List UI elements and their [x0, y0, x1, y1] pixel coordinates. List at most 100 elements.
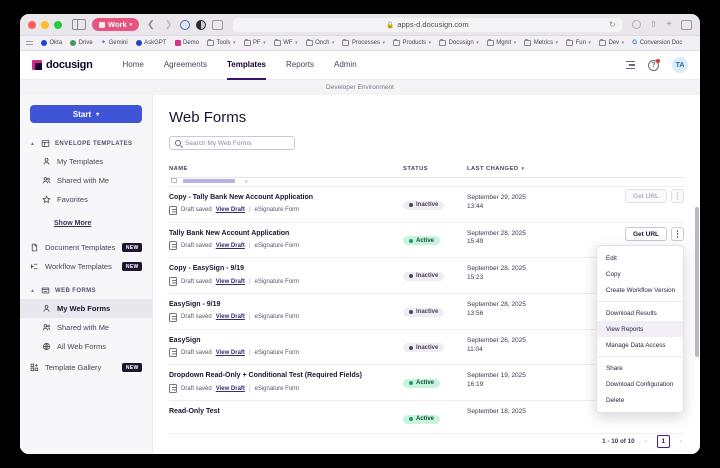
status-label: Active: [416, 380, 435, 387]
search-input[interactable]: [185, 139, 289, 147]
back-button[interactable]: ❮: [147, 19, 155, 29]
bookmark-folder[interactable]: Docusign ▾: [439, 39, 479, 46]
table-row[interactable]: Dropdown Read-Only + Conditional Test (R…: [169, 365, 684, 401]
sidebar-toggle-icon[interactable]: [72, 19, 86, 30]
bookmark-item[interactable]: Drive: [70, 40, 93, 46]
sidebar-item-template-gallery[interactable]: Template Gallery NEW: [20, 358, 152, 377]
view-draft-link[interactable]: View Draft: [215, 278, 245, 285]
reader-contrast-icon[interactable]: [196, 19, 207, 30]
view-draft-link[interactable]: View Draft: [215, 385, 245, 392]
view-draft-link[interactable]: View Draft: [215, 349, 245, 356]
sidebar-group-envelope-templates[interactable]: ▲ ENVELOPE TEMPLATES: [20, 135, 152, 152]
browser-profile-pill[interactable]: Work ▾: [92, 18, 140, 31]
column-header-status[interactable]: STATUS: [403, 166, 467, 178]
reader-view-icon[interactable]: [212, 19, 224, 30]
window-controls[interactable]: [28, 20, 62, 29]
docusign-logo[interactable]: docusign: [32, 59, 93, 71]
row-menu-button[interactable]: [671, 227, 684, 241]
view-draft-link[interactable]: View Draft: [215, 314, 245, 321]
nav-home[interactable]: Home: [122, 59, 144, 69]
table-row[interactable]: Read-Only Test Active September 18, 2025: [169, 401, 684, 434]
search-box[interactable]: [169, 136, 295, 150]
pagination-prev-button[interactable]: ‹: [644, 438, 647, 445]
nav-agreements[interactable]: Agreements: [163, 59, 207, 69]
menu-item-share[interactable]: Share: [606, 364, 623, 372]
share-icon[interactable]: ⇧: [649, 19, 658, 29]
table-row[interactable]: EasySign Draft saved View Draft | eSigna…: [169, 329, 684, 365]
list-view-icon[interactable]: [626, 61, 635, 69]
forward-button[interactable]: ❯: [164, 19, 173, 29]
nav-templates[interactable]: Templates: [226, 51, 266, 80]
get-url-button[interactable]: Get URL: [625, 227, 667, 241]
menu-item-view-reports[interactable]: View Reports: [597, 321, 683, 337]
table-row[interactable]: Copy - Tally Bank New Account Applicatio…: [169, 187, 684, 223]
row-actions-1[interactable]: Get URL: [625, 227, 684, 241]
sidebar-item-my-templates[interactable]: My Templates: [20, 152, 152, 171]
reload-icon[interactable]: ↻: [608, 20, 616, 29]
menu-item-download-results[interactable]: Download Results: [606, 309, 657, 317]
bookmarks-menu-icon[interactable]: [26, 41, 33, 45]
bookmark-folder[interactable]: Metrics ▾: [524, 39, 558, 46]
bookmark-item[interactable]: AskGPT: [135, 40, 167, 46]
bookmark-folder[interactable]: Mgmt ▾: [486, 39, 516, 46]
nav-admin[interactable]: Admin: [333, 59, 357, 69]
content-scrollbar[interactable]: [695, 207, 699, 357]
bookmark-folder[interactable]: PF ▾: [243, 39, 266, 46]
sidebar-item-favorites[interactable]: Favorites: [20, 190, 152, 209]
bookmark-folder[interactable]: WF ▾: [273, 39, 298, 46]
bookmark-folder[interactable]: Processes ▾: [342, 39, 385, 46]
menu-item-manage-data-access[interactable]: Manage Data Access: [606, 341, 666, 349]
row-context-menu[interactable]: Edit Copy Create Workflow Version Downlo…: [596, 245, 684, 413]
sidebar-item-my-web-forms[interactable]: My Web Forms: [20, 299, 152, 318]
row-menu-button[interactable]: [671, 189, 684, 203]
sidebar-item-all-web-forms[interactable]: All Web Forms: [20, 337, 152, 356]
new-tab-icon[interactable]: +: [666, 19, 672, 30]
primary-nav[interactable]: Home Agreements Templates Reports Admin: [123, 51, 357, 80]
menu-item-delete[interactable]: Delete: [606, 396, 625, 404]
sidebar-item-workflow-templates[interactable]: Workflow Templates NEW: [20, 257, 152, 276]
close-window-button[interactable]: [28, 20, 36, 29]
menu-item-edit[interactable]: Edit: [606, 254, 617, 262]
minimize-window-button[interactable]: [41, 20, 49, 29]
sidebar-item-shared-with-me[interactable]: Shared with Me: [20, 171, 152, 190]
privacy-report-icon[interactable]: [631, 20, 641, 29]
sidebar-item-document-templates[interactable]: Document Templates NEW: [20, 238, 152, 257]
tab-overview-icon[interactable]: [681, 19, 692, 30]
sidebar-show-more[interactable]: Show More: [20, 209, 152, 238]
column-header-last-changed[interactable]: LAST CHANGED ▾: [467, 166, 684, 178]
start-button[interactable]: Start ▾: [30, 105, 142, 123]
nav-reports[interactable]: Reports: [285, 59, 314, 69]
maximize-window-button[interactable]: [54, 20, 62, 29]
bookmark-item[interactable]: G Conversion Doc: [632, 39, 682, 47]
bookmark-folder[interactable]: Tools ▾: [207, 39, 236, 46]
view-draft-link[interactable]: View Draft: [215, 242, 245, 249]
column-header-name[interactable]: NAME: [169, 166, 403, 178]
bookmark-folder[interactable]: Dev ▾: [598, 39, 624, 46]
pagination-next-button[interactable]: ›: [679, 438, 682, 445]
bookmark-item[interactable]: Demo: [174, 40, 199, 46]
view-draft-link[interactable]: View Draft: [215, 207, 245, 214]
help-icon[interactable]: ?: [648, 58, 660, 71]
sidebar-item-shared-with-me-webforms[interactable]: Shared with Me: [20, 318, 152, 337]
row-actions-0[interactable]: Get URL: [625, 189, 684, 203]
status-badge: Inactive: [403, 307, 445, 317]
bookmark-folder[interactable]: Products ▾: [392, 39, 431, 46]
table-row[interactable]: Tally Bank New Account Application Draft…: [169, 222, 684, 258]
extension-circle-icon[interactable]: [180, 19, 191, 30]
row-meta-prefix: Draft saved: [181, 278, 212, 285]
bookmark-item[interactable]: Okta: [41, 40, 62, 46]
table-row[interactable]: Copy - EasySign - 9/19 Draft saved View …: [169, 258, 684, 294]
pagination-page-1[interactable]: 1: [656, 435, 670, 448]
pagination[interactable]: 1 - 10 of 10 ‹ 1 ›: [602, 435, 684, 448]
menu-item-create-workflow-version[interactable]: Create Workflow Version: [606, 286, 676, 294]
bookmark-folder[interactable]: Fun ▾: [566, 39, 591, 46]
bookmark-item[interactable]: ✦ Gemini: [101, 39, 128, 47]
bookmarks-bar[interactable]: Okta Drive ✦ Gemini AskGPT Demo Tools ▾ PF…: [20, 36, 700, 51]
menu-item-download-configuration[interactable]: Download Configuration: [606, 380, 674, 388]
table-row[interactable]: EasySign - 9/19 Draft saved View Draft |…: [169, 294, 684, 330]
avatar[interactable]: TA: [672, 57, 688, 73]
bookmark-folder[interactable]: Onch ▾: [305, 39, 334, 46]
menu-item-copy[interactable]: Copy: [606, 270, 621, 278]
address-bar[interactable]: 🔒 apps-d.docusign.com ↻: [233, 17, 622, 32]
sidebar-group-web-forms[interactable]: ▲ WEB FORMS: [20, 282, 152, 299]
